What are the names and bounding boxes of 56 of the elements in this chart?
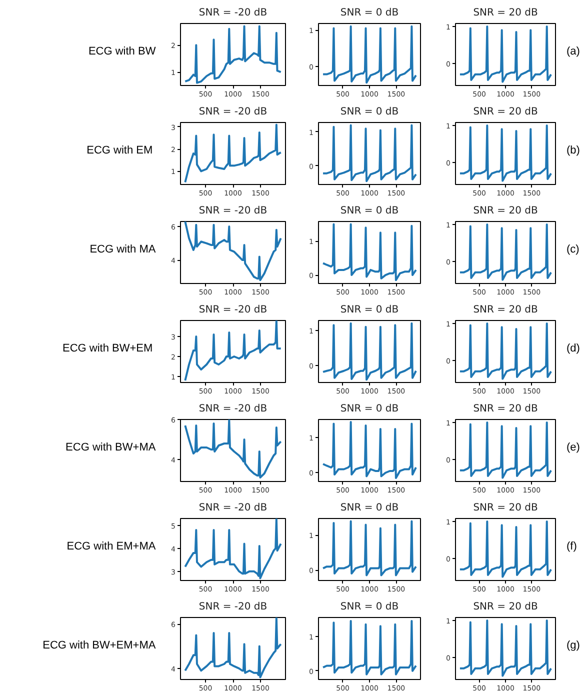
text: (d)	[566, 342, 580, 354]
line-series	[458, 223, 552, 281]
line-series	[458, 322, 552, 380]
line-series	[322, 322, 417, 381]
chart-title: SNR = -20 dB	[198, 502, 268, 514]
chart-title: SNR = 20 dB	[473, 106, 538, 118]
chart-title: SNR = 0 dB	[340, 206, 399, 216]
text: (f)	[566, 540, 577, 552]
chart-title: SNR = 0 dB	[340, 304, 399, 316]
chart-title: SNR = 0 dB	[340, 8, 399, 18]
text: ECG with BW	[88, 45, 156, 58]
line-series	[458, 520, 552, 578]
text: ECG with BW+EM+MA	[42, 639, 156, 652]
line-series	[458, 25, 552, 83]
chart-title: SNR = 20 dB	[473, 206, 538, 216]
chart-title: SNR = 0 dB	[340, 502, 399, 514]
line-series	[322, 124, 417, 182]
text: ECG with BW+EM	[62, 342, 153, 354]
line-series	[184, 320, 282, 382]
chart-title: SNR = -20 dB	[198, 602, 268, 612]
line-series	[184, 518, 282, 580]
line-series	[458, 619, 552, 677]
line-series	[322, 420, 417, 479]
line-series	[458, 124, 552, 182]
chart-title: SNR = 20 dB	[473, 304, 538, 316]
line-series	[458, 421, 552, 479]
chart-title: SNR = 20 dB	[473, 502, 538, 514]
chart-title: SNR = 0 dB	[340, 602, 399, 612]
text: (e)	[566, 441, 580, 454]
text: ECG with EM	[86, 144, 153, 156]
line-series	[184, 25, 282, 84]
chart-title: SNR = 20 dB	[473, 404, 538, 414]
text: (c)	[566, 243, 580, 256]
line-series	[322, 620, 417, 676]
chart-title: SNR = -20 dB	[198, 8, 268, 18]
text: (b)	[566, 144, 580, 156]
chart-title: SNR = -20 dB	[198, 206, 268, 216]
line-series	[322, 25, 417, 84]
chart-title: SNR = 20 dB	[473, 602, 538, 612]
text: ECG with MA	[90, 243, 156, 256]
line-series	[322, 223, 417, 282]
chart-title: SNR = 0 dB	[340, 106, 399, 118]
line-series	[184, 124, 282, 184]
chart-title: SNR = 20 dB	[473, 8, 538, 18]
line-series	[184, 618, 282, 678]
text: ECG with BW+MA	[66, 441, 156, 454]
chart-title: SNR = -20 dB	[198, 404, 268, 414]
line-series	[184, 222, 282, 282]
line-series	[184, 420, 282, 478]
text: (g)	[566, 639, 580, 652]
chart-title: SNR = -20 dB	[198, 106, 268, 118]
text: (a)	[566, 45, 580, 58]
line-series	[322, 520, 417, 576]
chart-title: SNR = -20 dB	[198, 304, 268, 316]
chart-title: SNR = 0 dB	[340, 404, 399, 414]
text: ECG with EM+MA	[66, 540, 156, 552]
